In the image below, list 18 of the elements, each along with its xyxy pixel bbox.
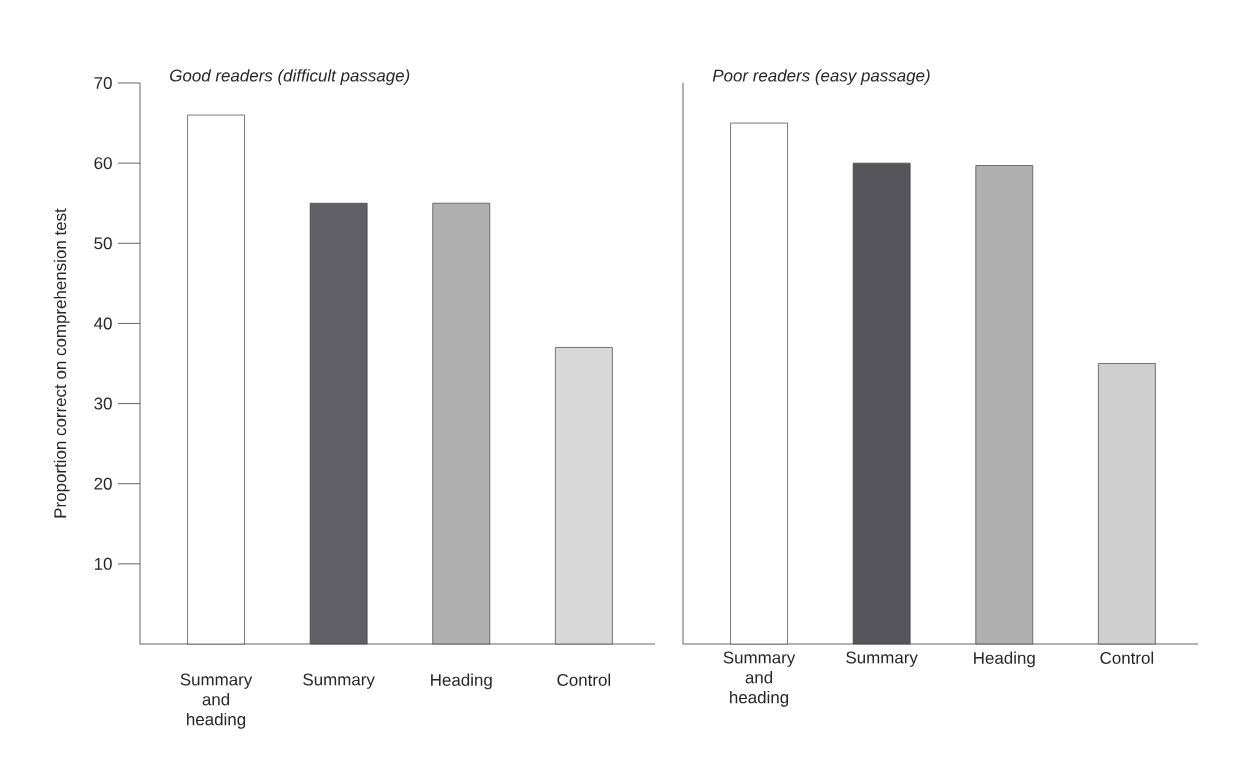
- x-tick-label: Heading: [974, 651, 1035, 668]
- y-tick-label: 10: [94, 557, 112, 570]
- x-tick-label: Summary and heading: [180, 673, 253, 729]
- chart-title: Good readers (difficult passage): [170, 69, 410, 85]
- y-axis-title: Proportion correct on comprehension test: [53, 208, 70, 518]
- x-tick-label: Heading: [431, 673, 492, 690]
- y-tick-label: 40: [94, 317, 112, 330]
- y-tick-label: 20: [94, 477, 112, 490]
- y-tick-label: 60: [94, 157, 112, 170]
- x-tick-label: Summary: [303, 673, 375, 689]
- x-tick-label: Summary: [846, 651, 918, 667]
- chart-title: Poor readers (easy passage): [712, 69, 930, 85]
- x-tick-label: Control: [557, 673, 611, 686]
- x-tick-label: Control: [1100, 651, 1154, 664]
- x-tick-label: Summary and heading: [723, 651, 796, 707]
- y-tick-label: 70: [94, 77, 112, 89]
- y-tick-label: 30: [94, 397, 112, 410]
- y-tick-label: 50: [94, 237, 112, 250]
